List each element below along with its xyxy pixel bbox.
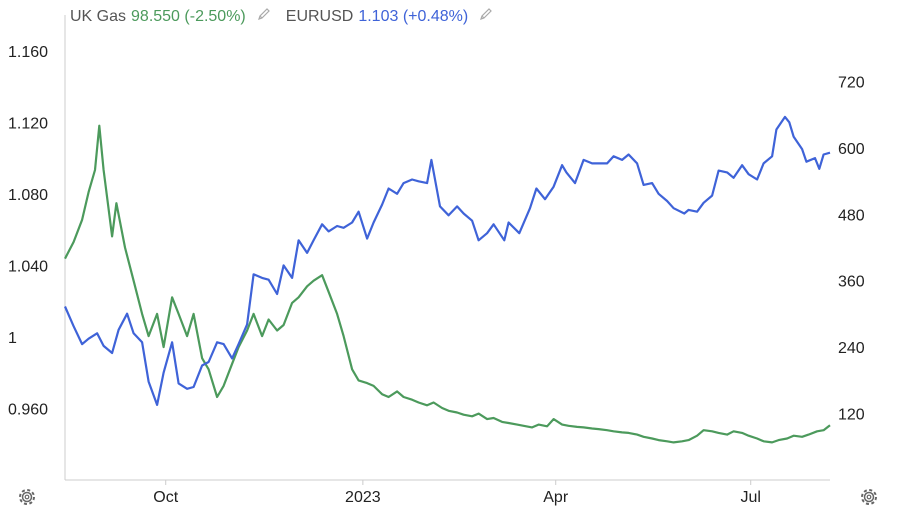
y-right-tick-label: 120 [838, 407, 865, 424]
series-line-eurusd [63, 115, 831, 406]
y-left-tick-label: 0.960 [8, 401, 48, 418]
y-right-tick-label: 360 [838, 274, 865, 291]
y-left-tick-label: 1.040 [8, 258, 48, 275]
y-right-tick-label: 600 [838, 141, 865, 158]
legend-uk-gas-name: UK Gas [70, 7, 127, 25]
y-right-tick-label: 240 [838, 340, 865, 357]
legend-eurusd-value: 1.103 [358, 7, 399, 25]
pencil-icon[interactable] [478, 6, 494, 27]
legend-uk-gas-value: 98.550 [131, 7, 180, 25]
y-left-tick-label: 1.080 [8, 187, 48, 204]
x-tick-label: 2023 [345, 489, 381, 506]
x-tick-label: Oct [153, 489, 178, 506]
series-line-uk-gas [64, 124, 831, 444]
gear-icon[interactable] [858, 486, 880, 513]
y-left-tick-label: 1.160 [8, 44, 48, 61]
gear-icon[interactable] [16, 486, 38, 513]
legend-item-eurusd[interactable]: EURUSD 1.103 (+0.48%) [286, 6, 494, 27]
legend-uk-gas-change: (-2.50%) [184, 7, 246, 25]
y-left-tick-label: 1.120 [8, 115, 48, 132]
legend-eurusd-name: EURUSD [285, 7, 354, 25]
pencil-icon[interactable] [256, 6, 272, 27]
y-right-tick-label: 480 [838, 207, 865, 224]
x-tick-label: Apr [543, 489, 569, 506]
legend-eurusd-change: (+0.48%) [402, 7, 469, 25]
y-left-tick-label: 1 [8, 330, 17, 347]
chart-legend: UK Gas 98.550 (-2.50%) EURUSD 1.103 (+0.… [70, 6, 508, 27]
y-right-tick-label: 720 [838, 74, 865, 91]
x-tick-label: Jul [740, 489, 760, 506]
legend-item-uk-gas[interactable]: UK Gas 98.550 (-2.50%) [70, 6, 272, 27]
